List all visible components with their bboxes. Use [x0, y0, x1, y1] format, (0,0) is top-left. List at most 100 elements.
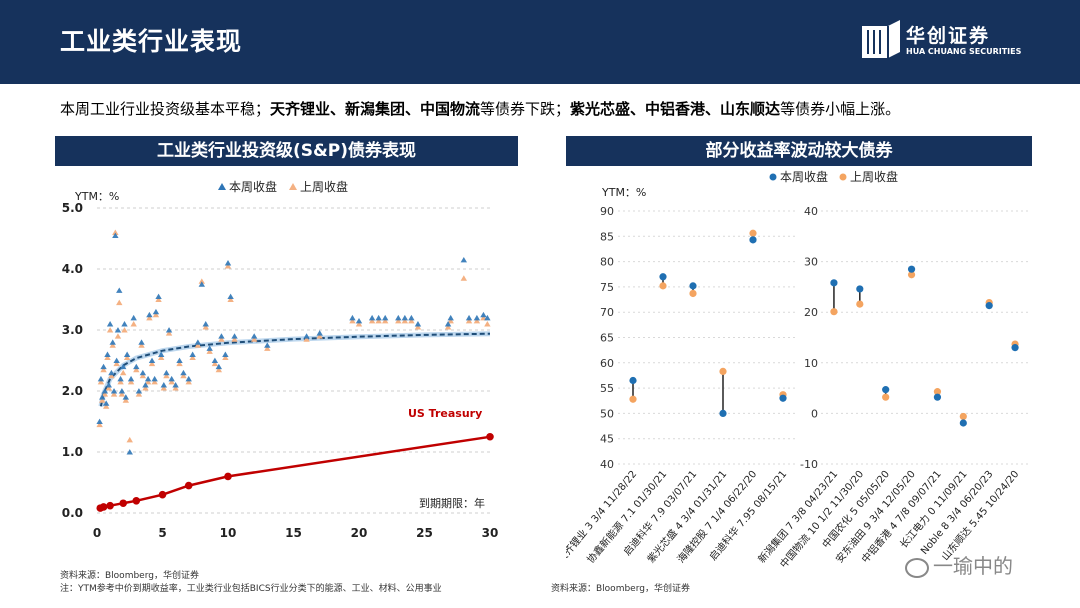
x-tick-label: 5 [158, 526, 166, 540]
last-week-point [127, 378, 135, 385]
last-week-point [117, 378, 124, 385]
this-week-point [480, 311, 487, 318]
last-week-dot [882, 393, 890, 401]
this-week-point [142, 382, 149, 388]
this-week-point [105, 382, 112, 388]
this-week-dot [629, 376, 637, 385]
x-tick-label: 30 [482, 526, 499, 540]
this-week-dot [856, 285, 864, 293]
this-week-point [194, 339, 202, 345]
this-week-point [303, 333, 310, 339]
legend-last-week-label: 上周收盘 [300, 179, 348, 194]
this-week-point [163, 369, 170, 376]
last-week-point [189, 354, 196, 361]
this-week-point [151, 375, 158, 382]
this-week-point [110, 388, 118, 394]
last-week-point [157, 354, 165, 361]
this-week-point [198, 281, 205, 287]
page-title: 工业类行业表现 [60, 27, 243, 56]
xaxis-label: 到期期限：年 [419, 496, 485, 510]
watermark-text: 一瑜中的 [933, 554, 1013, 578]
legend-last-week-icon [289, 183, 297, 190]
legend-last-week-dot-label: 上周收盘 [850, 170, 898, 184]
this-week-point [465, 314, 473, 321]
this-week-point [120, 363, 127, 370]
left-ytm-label: YTM：% [74, 190, 119, 203]
y-tick-label: 85 [600, 230, 614, 243]
last-week-dot [719, 367, 727, 376]
last-week-point [116, 299, 123, 306]
this-week-dot [659, 273, 667, 281]
this-week-point [355, 317, 363, 324]
last-week-point [215, 366, 223, 373]
y-tick-label: 90 [600, 205, 614, 218]
x-tick-label: 20 [351, 526, 368, 540]
last-week-point [139, 372, 147, 379]
this-week-point [117, 375, 124, 382]
last-week-point [155, 296, 162, 303]
this-week-point [215, 363, 223, 370]
left-source: 资料来源：Bloomberg，华创证券 [60, 571, 199, 581]
last-week-point [113, 360, 120, 367]
logo-cube-icon [862, 20, 900, 58]
last-week-point [104, 354, 111, 361]
this-week-dot [779, 394, 787, 402]
last-week-point [97, 378, 105, 385]
last-week-point [146, 314, 153, 321]
this-week-dot [689, 282, 697, 290]
last-week-point [112, 229, 119, 235]
treasury-point [132, 497, 141, 505]
logo-cn-text: 华创证券 [906, 25, 991, 47]
y-tick-label: 40 [600, 458, 614, 471]
this-week-point [211, 357, 219, 364]
summary-part2: 等债券下跌； [480, 100, 571, 118]
last-week-point [126, 436, 133, 443]
last-week-dot [907, 271, 916, 279]
this-week-point [395, 314, 402, 321]
this-week-point [185, 375, 192, 382]
this-week-point [113, 357, 120, 364]
this-week-point [155, 293, 162, 300]
this-week-point [180, 369, 187, 376]
last-week-point [108, 372, 115, 379]
y-tick-label: 70 [600, 306, 614, 319]
treasury-point [224, 472, 232, 481]
last-week-point [460, 275, 467, 281]
x-tick-label: 0 [93, 526, 101, 540]
last-week-point [224, 263, 232, 269]
last-week-point [122, 397, 130, 403]
fit-line-halo [98, 331, 491, 407]
this-week-dot [933, 393, 942, 401]
this-week-point [146, 311, 153, 318]
last-week-point [202, 324, 209, 330]
last-week-point [118, 391, 126, 397]
this-week-point [349, 314, 356, 321]
y-tick-label: 10 [804, 357, 818, 370]
this-week-point [157, 351, 165, 357]
y-tick-label: 55 [600, 382, 614, 395]
y-tick-label: 20 [804, 306, 818, 319]
last-week-point [165, 330, 173, 336]
this-week-point [116, 287, 123, 293]
last-week-point [227, 296, 234, 303]
this-week-point [206, 345, 213, 351]
last-week-dot [830, 308, 838, 316]
summary-up-names: 紫光芯盛、中铝香港、山东顺达 [570, 100, 781, 118]
last-week-point [194, 342, 202, 348]
this-week-point [165, 327, 173, 333]
scatter-chart: 0.0 1.0 2.0 3.0 4.0 5.0 0 5 10 15 20 25 30 YTM：% 本周收… [62, 179, 499, 540]
this-week-point [102, 400, 110, 406]
y-tick-label: 30 [804, 256, 818, 269]
this-week-point [168, 375, 175, 382]
last-week-point [401, 317, 409, 324]
y-tick-label: 45 [600, 433, 614, 446]
last-week-point [160, 385, 168, 391]
this-week-point [126, 449, 133, 455]
y-tick-label: 1.0 [62, 445, 83, 459]
treasury-point [99, 503, 108, 511]
last-week-dot [629, 395, 637, 403]
treasury-point [486, 432, 494, 441]
this-week-point [444, 321, 452, 327]
last-week-point [185, 378, 192, 385]
last-week-dot [659, 282, 667, 290]
